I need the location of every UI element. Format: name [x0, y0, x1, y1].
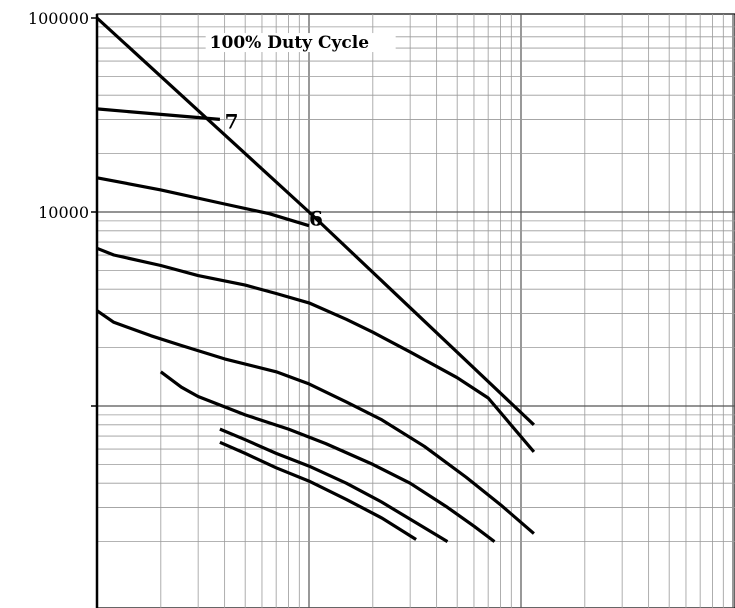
y-tick-labels: 100000 10000: [28, 9, 89, 222]
plot-frame: [96, 13, 735, 608]
annotations: 100% Duty Cycle 7 6: [205, 33, 396, 231]
annotation-curve-label: 6: [309, 207, 323, 231]
y-tick-label: 10000: [38, 203, 89, 222]
annotation-background: [205, 33, 396, 53]
series-line-duty-100: [95, 16, 535, 426]
series-line-curve-d: [219, 427, 449, 543]
y-tick-label: 100000: [28, 9, 89, 28]
grid-lines: [91, 14, 735, 608]
annotation-duty-cycle-label: 100% Duty Cycle: [210, 33, 370, 53]
series-line-curve-a: [96, 246, 536, 453]
series-line-duty-7: [96, 107, 221, 121]
series-line-curve-b: [96, 309, 535, 535]
series-line-curve-e: [219, 440, 417, 541]
series-layer: [95, 16, 536, 543]
series-line-duty-6: [96, 176, 310, 228]
series-line-curve-c: [159, 370, 496, 543]
annotation-curve-label: 7: [225, 109, 239, 133]
